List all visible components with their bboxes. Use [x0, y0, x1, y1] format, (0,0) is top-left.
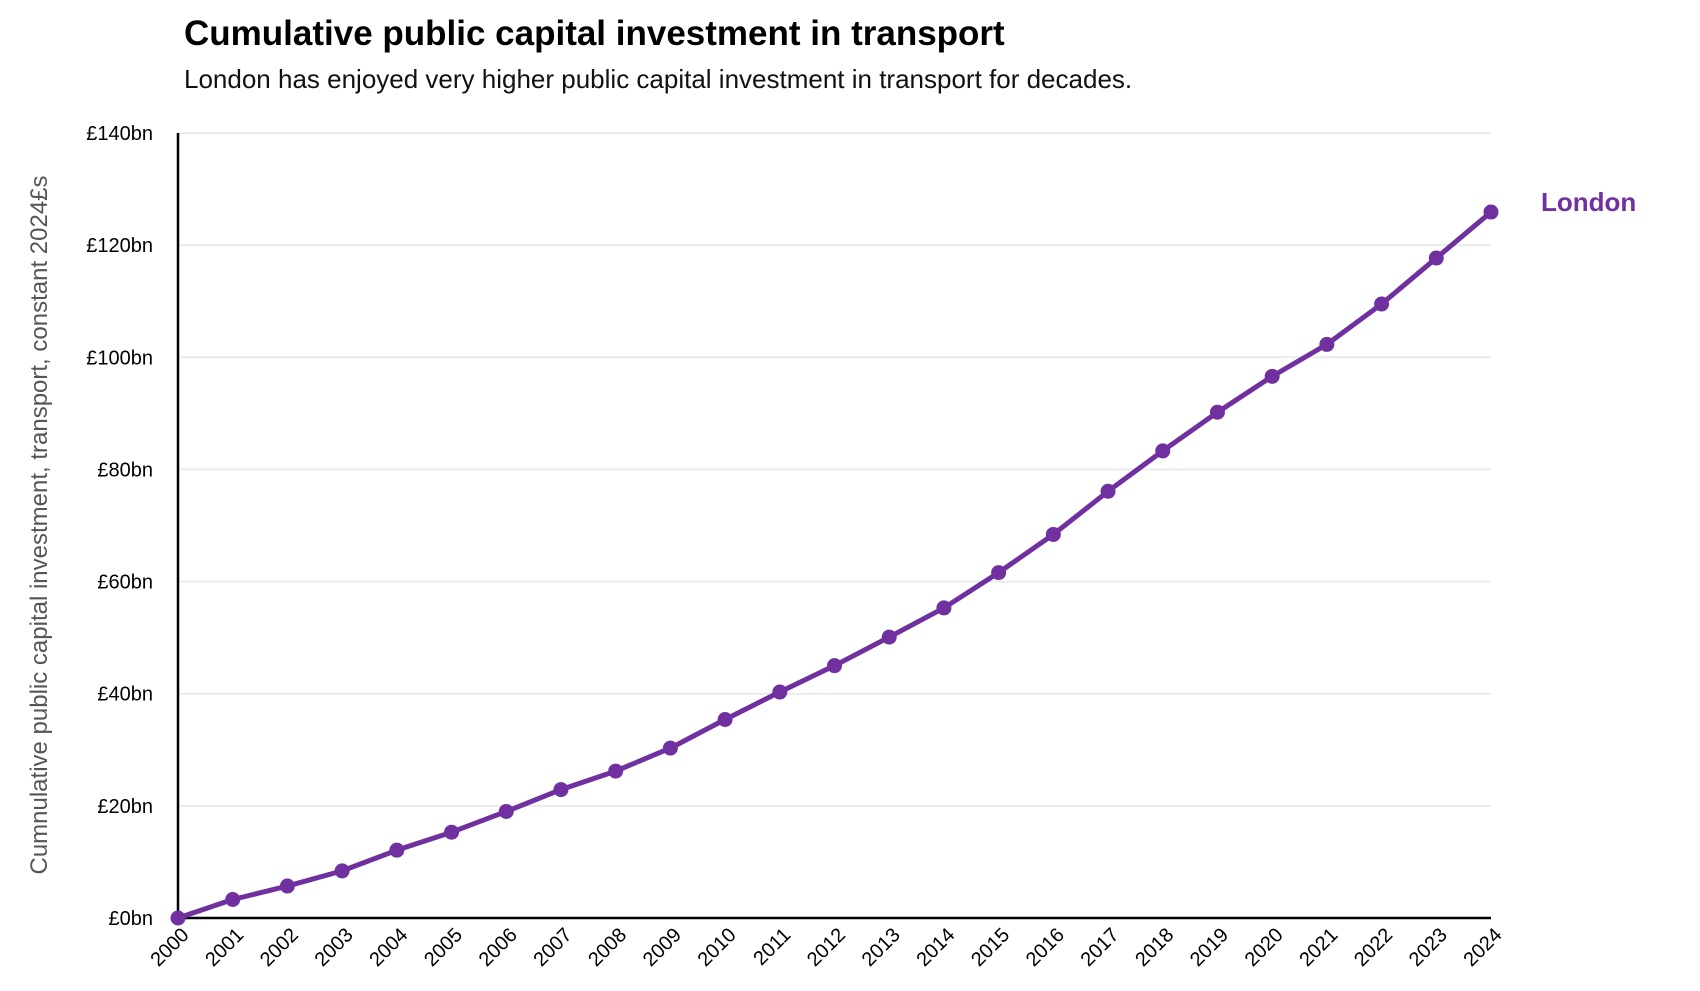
chart-subtitle: London has enjoyed very higher public ca…	[184, 64, 1133, 94]
x-tick-label: 2005	[420, 924, 467, 971]
data-point	[225, 891, 241, 907]
data-point	[170, 910, 186, 926]
x-tick-label: 2018	[1131, 924, 1178, 971]
data-point	[1374, 296, 1390, 312]
data-point	[608, 763, 624, 779]
x-tick-label: 2010	[694, 924, 741, 971]
x-tick-label: 2001	[201, 924, 248, 971]
y-tick-label: £20bn	[97, 796, 153, 818]
x-tick-label: 2016	[1022, 924, 1069, 971]
x-tick-label: 2009	[639, 924, 686, 971]
x-tick-label: 2012	[803, 924, 850, 971]
series-label: London	[1541, 187, 1636, 217]
data-point	[717, 712, 733, 728]
data-point	[553, 782, 569, 798]
x-tick-label: 2000	[147, 924, 194, 971]
data-point	[498, 803, 514, 819]
x-tick-label: 2003	[311, 924, 358, 971]
data-point	[444, 824, 460, 840]
x-tick-label: 2014	[912, 924, 959, 971]
x-tick-label: 2002	[256, 924, 303, 971]
y-axis-label: Cumnulative public capital investment, t…	[26, 175, 53, 874]
y-tick-label: £60bn	[97, 572, 153, 594]
x-tick-label: 2011	[749, 924, 795, 970]
y-tick-label: £80bn	[97, 459, 153, 481]
data-point	[772, 684, 788, 700]
data-point	[1319, 336, 1335, 352]
x-tick-label: 2023	[1405, 924, 1452, 971]
data-point	[827, 658, 842, 674]
x-tick-label: 2020	[1241, 924, 1288, 971]
x-tick-label: 2008	[584, 924, 631, 971]
series-london: London	[170, 187, 1636, 926]
data-point	[881, 629, 897, 645]
x-tick-label: 2019	[1186, 924, 1233, 971]
x-tick-label: 2021	[1295, 924, 1342, 971]
gridlines	[178, 132, 1491, 807]
data-point	[1483, 204, 1499, 220]
x-tick-labels: 2000 2001 2002 2003 2004 2005 2006 2007 2008 2009…	[147, 924, 1507, 971]
y-tick-label: £0bn	[109, 908, 154, 930]
data-point	[991, 565, 1007, 581]
x-tick-label: 2024	[1460, 924, 1507, 971]
data-point	[1264, 368, 1280, 384]
x-tick-label: 2017	[1077, 924, 1124, 971]
y-tick-label: £100bn	[86, 347, 153, 369]
data-point	[334, 863, 350, 879]
data-point	[389, 842, 405, 858]
data-point	[279, 878, 295, 894]
data-point	[1155, 443, 1171, 459]
data-point	[936, 600, 952, 616]
chart-title: Cumulative public capital investment in …	[184, 14, 1005, 53]
x-tick-label: 2007	[529, 924, 576, 971]
x-tick-label: 2004	[365, 924, 412, 971]
y-tick-labels: £0bn £20bn £40bn £60bn £80bn £100bn £120bn £140…	[86, 123, 153, 930]
y-tick-label: £140bn	[86, 123, 153, 145]
y-tick-label: £40bn	[97, 684, 153, 706]
x-tick-label: 2013	[858, 924, 905, 971]
x-tick-label: 2006	[475, 924, 522, 971]
data-point	[1045, 526, 1061, 542]
series-line	[177, 210, 1493, 921]
data-point	[1209, 404, 1225, 420]
y-tick-label: £120bn	[86, 235, 153, 257]
data-point	[1428, 250, 1444, 266]
data-point	[1100, 483, 1116, 499]
data-point	[662, 740, 678, 756]
x-tick-label: 2015	[967, 924, 1014, 971]
x-tick-label: 2022	[1350, 924, 1397, 971]
